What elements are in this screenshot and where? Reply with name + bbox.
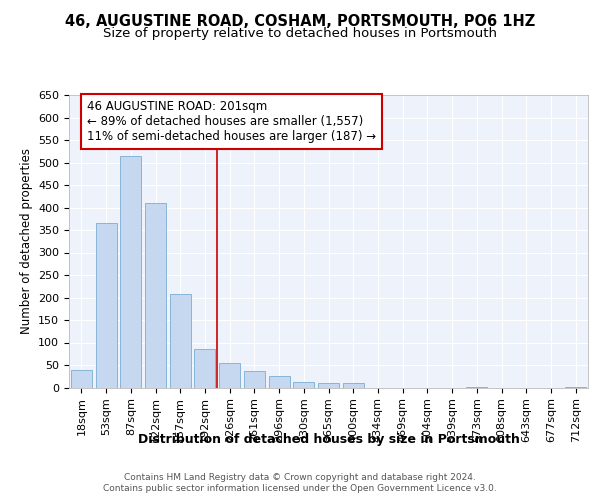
Bar (343, 383, 364, 388)
Bar (219, 363, 240, 388)
Y-axis label: Number of detached properties: Number of detached properties (20, 148, 32, 334)
Bar (293, 382, 314, 388)
Bar (120, 156, 141, 388)
Bar (194, 349, 215, 388)
Text: 46 AUGUSTINE ROAD: 201sqm
← 89% of detached houses are smaller (1,557)
11% of se: 46 AUGUSTINE ROAD: 201sqm ← 89% of detac… (87, 100, 376, 144)
Bar (170, 294, 191, 388)
Bar (565, 386, 586, 388)
Bar (244, 371, 265, 388)
Bar (269, 376, 290, 388)
Text: Contains public sector information licensed under the Open Government Licence v3: Contains public sector information licen… (103, 484, 497, 493)
Bar (71, 370, 92, 388)
Text: 46, AUGUSTINE ROAD, COSHAM, PORTSMOUTH, PO6 1HZ: 46, AUGUSTINE ROAD, COSHAM, PORTSMOUTH, … (65, 14, 535, 29)
Bar (145, 203, 166, 388)
Bar (318, 383, 339, 388)
Text: Distribution of detached houses by size in Portsmouth: Distribution of detached houses by size … (138, 432, 520, 446)
Text: Size of property relative to detached houses in Portsmouth: Size of property relative to detached ho… (103, 28, 497, 40)
Bar (95, 223, 116, 388)
Text: Contains HM Land Registry data © Crown copyright and database right 2024.: Contains HM Land Registry data © Crown c… (124, 472, 476, 482)
Bar (466, 386, 487, 388)
